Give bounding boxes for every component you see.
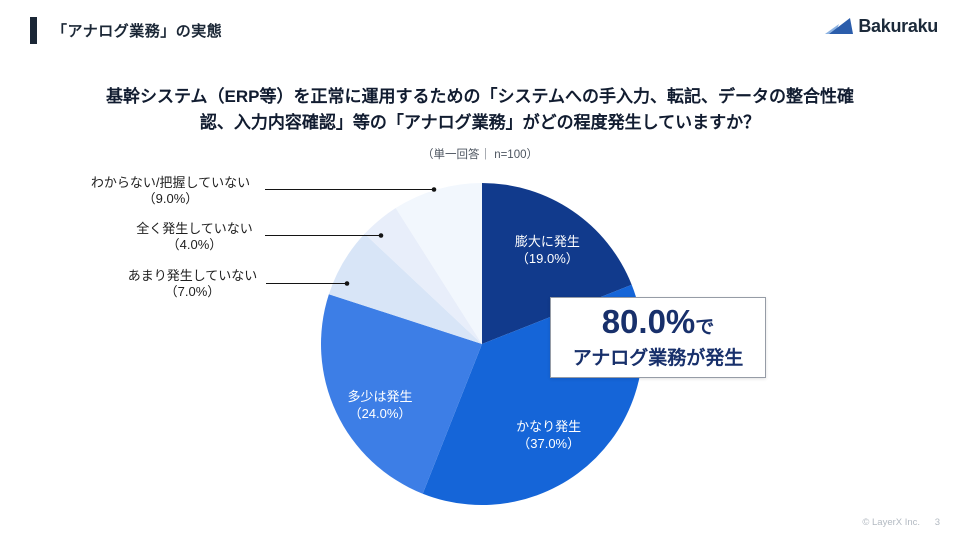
survey-note: （単一回答｜ n=100）: [422, 149, 538, 161]
copyright-text: © LayerX Inc.: [862, 517, 921, 528]
bakuraku-logo: Bakuraku: [825, 16, 938, 37]
pie-slice: [328, 233, 482, 344]
pie-slice-label: 多少は発生 （24.0%）: [347, 388, 413, 421]
pie-slice: [482, 183, 632, 344]
pie-slice-label: かなり発生 （37.0%）: [516, 418, 582, 451]
slide-footer: © LayerX Inc. 3: [862, 517, 940, 528]
pie-slice-label: 膨大に発生 （19.0%）: [514, 233, 580, 266]
pie-outside-label-rarely: あまり発生していない （7.0%）: [127, 268, 258, 299]
pie-slice: [321, 294, 482, 494]
slide-header: 「アナログ業務」の実態: [30, 17, 222, 44]
bakuraku-logo-text: Bakuraku: [858, 16, 938, 36]
highlight-callout: 80.0%で アナログ業務が発生: [550, 297, 766, 378]
callout-description: アナログ業務が発生: [572, 348, 744, 369]
pie-slice: [395, 183, 482, 344]
callout-headline: 80.0%で: [601, 303, 715, 340]
question-title-line2: 認、入力内容確認」等の「アナログ業務」がどの程度発生していますか？: [199, 113, 761, 132]
pie-slice: [364, 208, 482, 344]
question-title-line1: 基幹システム（ERP等）を正常に運用するための「システムへの手入力、転記、データ…: [106, 87, 854, 106]
slide-section-title: 「アナログ業務」の実態: [52, 23, 223, 40]
header-accent-bar: [30, 17, 37, 44]
leader-lines: [265, 187, 437, 286]
pie-outside-label-none: 全く発生していない （4.0%）: [136, 221, 253, 252]
pie-outside-label-unknown: わからない/把握していない （9.0%）: [90, 175, 251, 206]
bakuraku-logo-icon: [825, 17, 854, 34]
callout-percentage: 80.0%: [601, 303, 696, 340]
question-title: 基幹システム（ERP等）を正常に運用するための「システムへの手入力、転記、データ…: [0, 84, 960, 136]
page-number: 3: [934, 517, 940, 528]
